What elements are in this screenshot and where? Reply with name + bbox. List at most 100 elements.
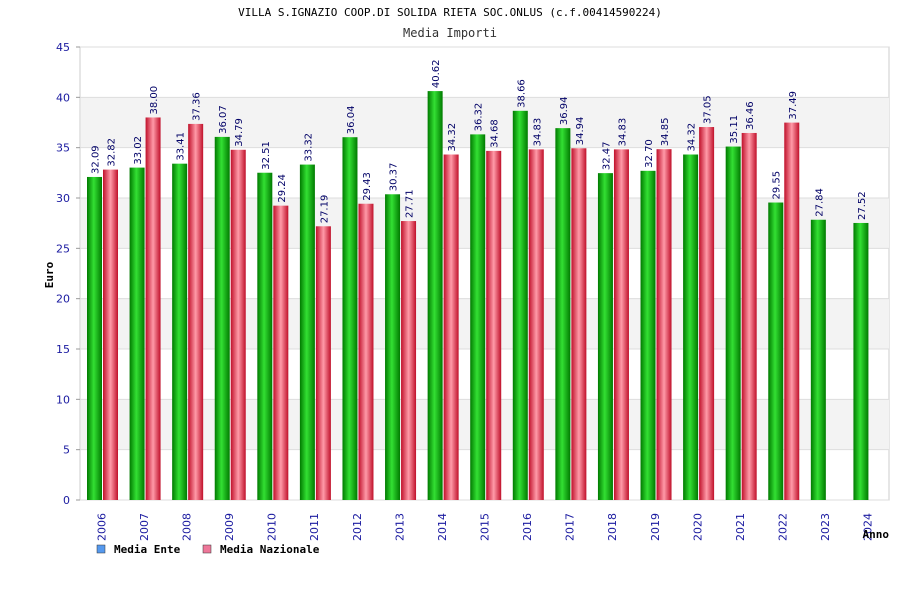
x-tick-label: 2016 — [521, 513, 534, 541]
x-tick-label: 2023 — [819, 513, 832, 541]
data-label: 32.51 — [261, 141, 272, 170]
data-label: 33.02 — [133, 136, 144, 165]
data-label: 37.05 — [703, 95, 714, 124]
bar-media-ente — [342, 137, 358, 500]
bar-media-ente — [427, 91, 443, 500]
data-label: 33.32 — [303, 133, 314, 162]
data-label: 27.84 — [814, 188, 825, 217]
x-tick-label: 2020 — [691, 513, 704, 541]
y-tick-label: 10 — [56, 393, 70, 406]
y-tick-label: 30 — [56, 192, 70, 205]
x-tick-label: 2013 — [393, 513, 406, 541]
legend-swatch-media-nazionale — [202, 544, 212, 554]
bar-media-nazionale — [741, 132, 757, 500]
bar-media-nazionale — [401, 221, 417, 500]
data-label: 27.19 — [319, 195, 330, 224]
data-label: 34.83 — [617, 118, 628, 147]
y-tick-label: 0 — [63, 494, 70, 507]
x-tick-label: 2011 — [308, 513, 321, 541]
bar-media-ente — [512, 110, 528, 501]
x-tick-label: 2010 — [266, 513, 279, 541]
data-label: 27.71 — [405, 189, 416, 218]
x-tick-label: 2006 — [95, 513, 108, 541]
bar-media-nazionale — [486, 150, 502, 500]
data-label: 32.09 — [91, 145, 102, 174]
y-axis-ticks: 0 5 10 15 20 25 30 35 40 45 — [56, 41, 80, 507]
data-label: 34.32 — [687, 123, 698, 152]
x-tick-label: 2012 — [351, 513, 364, 541]
bars — [87, 91, 869, 501]
bar-media-ente — [257, 172, 273, 500]
bar-media-nazionale — [273, 205, 289, 500]
bar-media-ente — [725, 146, 741, 500]
bar-media-ente — [768, 202, 784, 500]
x-axis-label: Anno — [863, 528, 890, 541]
data-label: 33.41 — [176, 132, 187, 161]
bar-media-nazionale — [358, 203, 374, 500]
y-tick-label: 25 — [56, 242, 70, 255]
bar-media-ente — [87, 176, 102, 500]
bar-media-ente — [129, 167, 145, 500]
bar-media-nazionale — [230, 149, 246, 500]
bar-media-ente — [470, 134, 486, 500]
bar-media-nazionale — [188, 123, 204, 500]
legend-swatch-media-ente — [96, 544, 106, 554]
y-tick-label: 40 — [56, 91, 70, 104]
data-label: 35.11 — [729, 115, 740, 144]
data-label: 36.94 — [559, 96, 570, 125]
data-label: 34.85 — [660, 118, 671, 147]
data-label: 32.82 — [107, 138, 118, 167]
data-label: 30.37 — [389, 163, 400, 192]
x-tick-label: 2007 — [138, 513, 151, 541]
bar-media-ente — [172, 163, 188, 500]
bar-media-ente — [640, 170, 656, 500]
x-tick-label: 2022 — [777, 513, 790, 541]
bar-media-nazionale — [145, 117, 161, 500]
data-label: 36.46 — [745, 101, 756, 130]
bar-media-ente — [385, 194, 401, 500]
data-label: 36.32 — [474, 103, 485, 132]
legend: Media Ente Media Nazionale — [96, 543, 320, 556]
x-tick-label: 2015 — [479, 513, 492, 541]
bar-media-ente — [555, 128, 571, 500]
x-tick-label: 2024 — [862, 513, 875, 541]
y-tick-label: 35 — [56, 142, 70, 155]
data-label: 29.24 — [277, 174, 288, 203]
x-tick-label: 2018 — [606, 513, 619, 541]
data-label: 34.94 — [575, 117, 586, 146]
chart-subtitle: Media Importi — [403, 26, 497, 40]
bar-media-nazionale — [613, 149, 629, 501]
bar-media-nazionale — [528, 149, 544, 501]
bar-media-ente — [853, 222, 869, 500]
data-label: 32.47 — [601, 141, 612, 170]
data-label: 34.79 — [234, 118, 245, 147]
data-label: 37.36 — [192, 92, 203, 121]
x-tick-label: 2008 — [180, 513, 193, 541]
data-label: 27.52 — [857, 191, 868, 220]
bar-media-nazionale — [315, 226, 331, 500]
data-label: 34.83 — [532, 118, 543, 147]
bar-media-nazionale — [571, 148, 587, 500]
data-labels: 32.09 32.82 33.02 38.00 33.41 37.36 36.07 34.79… — [91, 59, 868, 223]
x-tick-label: 2019 — [649, 513, 662, 541]
bar-media-ente — [214, 136, 230, 501]
data-label: 29.55 — [772, 171, 783, 200]
x-tick-label: 2009 — [223, 513, 236, 541]
data-label: 38.66 — [516, 79, 527, 108]
legend-label-media-nazionale: Media Nazionale — [220, 543, 320, 556]
bar-media-nazionale — [443, 154, 459, 500]
data-label: 38.00 — [149, 86, 160, 115]
bar-media-ente — [597, 173, 613, 501]
data-label: 40.62 — [431, 59, 442, 88]
bar-media-nazionale — [103, 169, 118, 500]
data-label: 36.07 — [218, 105, 229, 134]
y-tick-label: 20 — [56, 293, 70, 306]
data-label: 36.04 — [346, 106, 357, 135]
x-tick-label: 2021 — [734, 513, 747, 541]
x-axis-ticks: 2006 2007 2008 2009 2010 2011 2012 2013 2014 2015… — [95, 513, 874, 541]
bar-media-ente — [683, 154, 699, 500]
y-axis-label: Euro — [43, 261, 56, 288]
data-label: 34.68 — [490, 119, 501, 148]
data-label: 32.70 — [644, 139, 655, 168]
